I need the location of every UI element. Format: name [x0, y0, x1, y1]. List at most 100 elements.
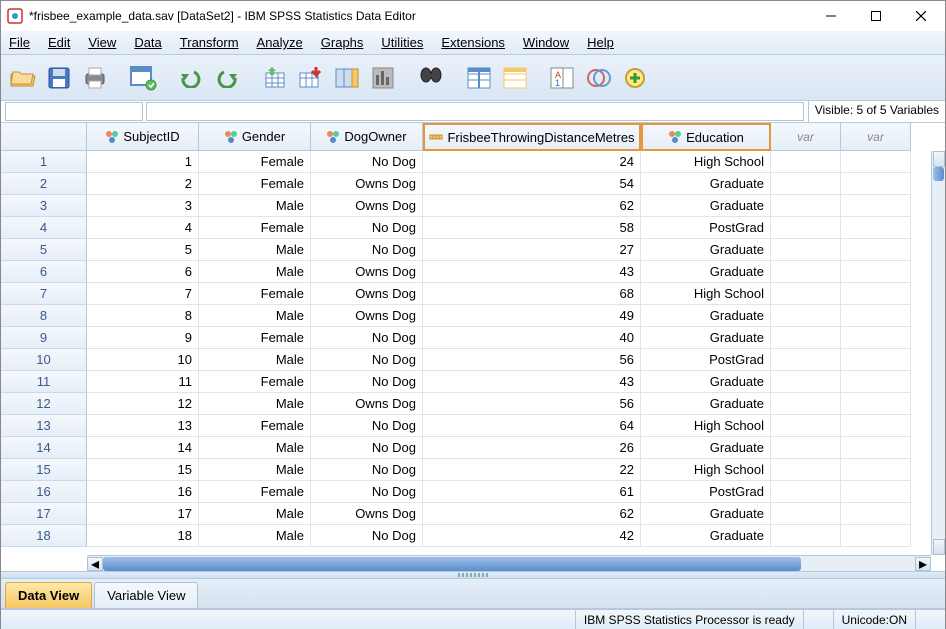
cell-gender[interactable]: Male [199, 305, 311, 327]
value-labels-button[interactable]: A1 [547, 60, 579, 96]
cell-education[interactable]: PostGrad [641, 349, 771, 371]
cell-frisbee[interactable]: 58 [423, 217, 641, 239]
row-number[interactable]: 14 [1, 437, 87, 459]
cell-empty[interactable] [841, 481, 911, 503]
cell-subjectid[interactable]: 8 [87, 305, 199, 327]
cell-empty[interactable] [771, 415, 841, 437]
row-number[interactable]: 2 [1, 173, 87, 195]
row-number[interactable]: 16 [1, 481, 87, 503]
cell-subjectid[interactable]: 17 [87, 503, 199, 525]
cell-reference-box[interactable] [5, 102, 143, 121]
menu-view[interactable]: View [88, 35, 116, 50]
cell-education[interactable]: Graduate [641, 437, 771, 459]
cell-frisbee[interactable]: 27 [423, 239, 641, 261]
cell-edit-box[interactable] [146, 102, 804, 121]
cell-gender[interactable]: Male [199, 195, 311, 217]
cell-empty[interactable] [771, 349, 841, 371]
find-button[interactable] [415, 60, 447, 96]
goto-case-button[interactable] [259, 60, 291, 96]
cell-frisbee[interactable]: 56 [423, 349, 641, 371]
cell-subjectid[interactable]: 12 [87, 393, 199, 415]
cell-dogowner[interactable]: No Dog [311, 239, 423, 261]
cell-subjectid[interactable]: 10 [87, 349, 199, 371]
cell-dogowner[interactable]: No Dog [311, 459, 423, 481]
col-header-frisbee[interactable]: FrisbeeThrowingDistanceMetres [423, 123, 641, 151]
cell-frisbee[interactable]: 61 [423, 481, 641, 503]
row-number[interactable]: 18 [1, 525, 87, 547]
row-number[interactable]: 8 [1, 305, 87, 327]
recall-dialog-button[interactable] [127, 60, 159, 96]
row-number[interactable]: 9 [1, 327, 87, 349]
tab-data-view[interactable]: Data View [5, 582, 92, 608]
cell-subjectid[interactable]: 4 [87, 217, 199, 239]
cell-gender[interactable]: Male [199, 503, 311, 525]
cell-empty[interactable] [841, 503, 911, 525]
cell-empty[interactable] [771, 261, 841, 283]
cell-frisbee[interactable]: 62 [423, 503, 641, 525]
cell-empty[interactable] [841, 283, 911, 305]
cell-empty[interactable] [771, 503, 841, 525]
cell-frisbee[interactable]: 40 [423, 327, 641, 349]
menu-edit[interactable]: Edit [48, 35, 70, 50]
cell-dogowner[interactable]: Owns Dog [311, 261, 423, 283]
cell-gender[interactable]: Female [199, 415, 311, 437]
cell-empty[interactable] [771, 525, 841, 547]
cell-education[interactable]: Graduate [641, 371, 771, 393]
cell-empty[interactable] [841, 239, 911, 261]
cell-empty[interactable] [771, 217, 841, 239]
row-number[interactable]: 13 [1, 415, 87, 437]
cell-education[interactable]: High School [641, 151, 771, 173]
cell-subjectid[interactable]: 11 [87, 371, 199, 393]
goto-variable-button[interactable] [295, 60, 327, 96]
cell-education[interactable]: High School [641, 283, 771, 305]
menu-utilities[interactable]: Utilities [381, 35, 423, 50]
cell-gender[interactable]: Female [199, 327, 311, 349]
cell-dogowner[interactable]: No Dog [311, 481, 423, 503]
cell-subjectid[interactable]: 15 [87, 459, 199, 481]
use-sets-button[interactable] [583, 60, 615, 96]
row-number[interactable]: 17 [1, 503, 87, 525]
cell-empty[interactable] [841, 415, 911, 437]
cell-empty[interactable] [841, 261, 911, 283]
cell-frisbee[interactable]: 42 [423, 525, 641, 547]
cell-education[interactable]: Graduate [641, 305, 771, 327]
menu-window[interactable]: Window [523, 35, 569, 50]
cell-gender[interactable]: Female [199, 173, 311, 195]
cell-empty[interactable] [771, 239, 841, 261]
menu-transform[interactable]: Transform [180, 35, 239, 50]
cell-frisbee[interactable]: 54 [423, 173, 641, 195]
cell-gender[interactable]: Female [199, 283, 311, 305]
hscroll-thumb[interactable] [103, 557, 801, 571]
col-header-gender[interactable]: Gender [199, 123, 311, 151]
horizontal-scrollbar[interactable]: ◂ ▸ [87, 555, 931, 571]
minimize-button[interactable] [808, 2, 853, 30]
row-number[interactable]: 6 [1, 261, 87, 283]
scroll-down-icon[interactable] [933, 539, 945, 555]
maximize-button[interactable] [853, 2, 898, 30]
cell-empty[interactable] [841, 173, 911, 195]
scroll-up-icon[interactable] [933, 151, 945, 167]
col-header-education[interactable]: Education [641, 123, 771, 151]
cell-empty[interactable] [841, 349, 911, 371]
row-number[interactable]: 5 [1, 239, 87, 261]
cell-gender[interactable]: Male [199, 437, 311, 459]
cell-subjectid[interactable]: 5 [87, 239, 199, 261]
vscroll-thumb[interactable] [933, 167, 944, 181]
cell-gender[interactable]: Female [199, 481, 311, 503]
cell-education[interactable]: Graduate [641, 525, 771, 547]
cell-dogowner[interactable]: Owns Dog [311, 393, 423, 415]
cell-empty[interactable] [771, 151, 841, 173]
cell-frisbee[interactable]: 49 [423, 305, 641, 327]
run-descriptives-button[interactable] [367, 60, 399, 96]
row-number[interactable]: 4 [1, 217, 87, 239]
menu-analyze[interactable]: Analyze [257, 35, 303, 50]
row-number[interactable]: 12 [1, 393, 87, 415]
cell-frisbee[interactable]: 56 [423, 393, 641, 415]
row-number[interactable]: 1 [1, 151, 87, 173]
cell-subjectid[interactable]: 2 [87, 173, 199, 195]
cell-gender[interactable]: Male [199, 349, 311, 371]
menu-file[interactable]: File [9, 35, 30, 50]
cell-empty[interactable] [771, 327, 841, 349]
cell-dogowner[interactable]: No Dog [311, 525, 423, 547]
cell-gender[interactable]: Female [199, 151, 311, 173]
